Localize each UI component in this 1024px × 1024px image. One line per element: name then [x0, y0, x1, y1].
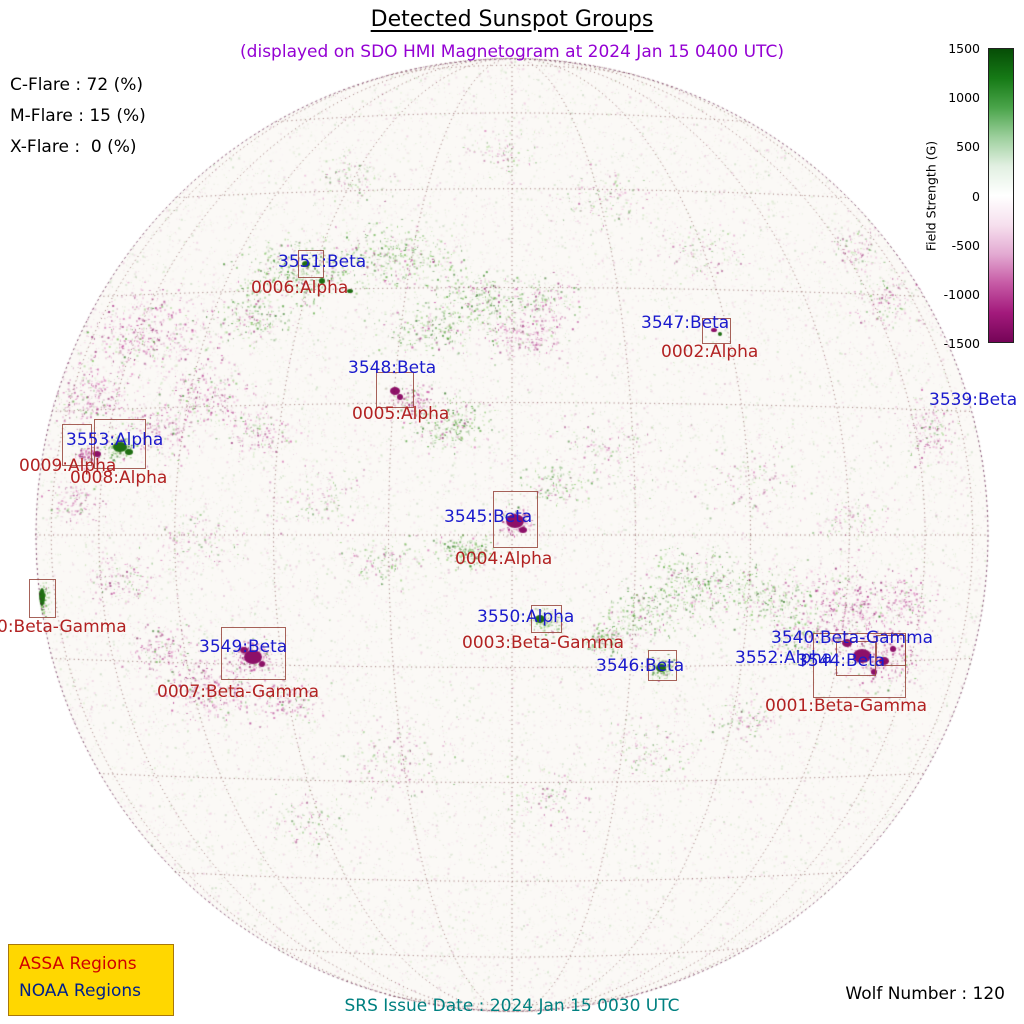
- legend-box: ASSA Regions NOAA Regions: [8, 944, 174, 1016]
- m-flare-probability: M-Flare : 15 (%): [10, 106, 146, 126]
- page-title: Detected Sunspot Groups: [370, 7, 654, 32]
- srs-issue-date: SRS Issue Date : 2024 Jan 15 0030 UTC: [344, 996, 680, 1016]
- colorbar-tick: -1000: [943, 286, 980, 302]
- field-strength-colorbar: [988, 48, 1014, 343]
- wolf-number: Wolf Number : 120: [845, 984, 1005, 1004]
- colorbar-tick: 1500: [948, 41, 980, 56]
- x-flare-probability: X-Flare : 0 (%): [10, 137, 137, 157]
- colorbar-tick: 500: [956, 139, 980, 155]
- legend-noaa-regions: NOAA Regions: [19, 981, 141, 1001]
- colorbar-tick: 0: [972, 188, 980, 204]
- colorbar-axis-label: Field Strength (G): [923, 140, 939, 252]
- colorbar-ticks: 1500 1000 500 0 -500 -1000 -1500: [934, 41, 984, 351]
- colorbar-tick: 1000: [948, 90, 980, 106]
- legend-assa-regions: ASSA Regions: [19, 954, 137, 974]
- c-flare-probability: C-Flare : 72 (%): [10, 75, 143, 95]
- colorbar-tick: -500: [951, 237, 980, 253]
- colorbar-tick: -1500: [943, 336, 980, 351]
- subtitle: (displayed on SDO HMI Magnetogram at 202…: [240, 42, 784, 62]
- flare-probability-panel: C-Flare : 72 (%) M-Flare : 15 (%) X-Flar…: [10, 70, 146, 163]
